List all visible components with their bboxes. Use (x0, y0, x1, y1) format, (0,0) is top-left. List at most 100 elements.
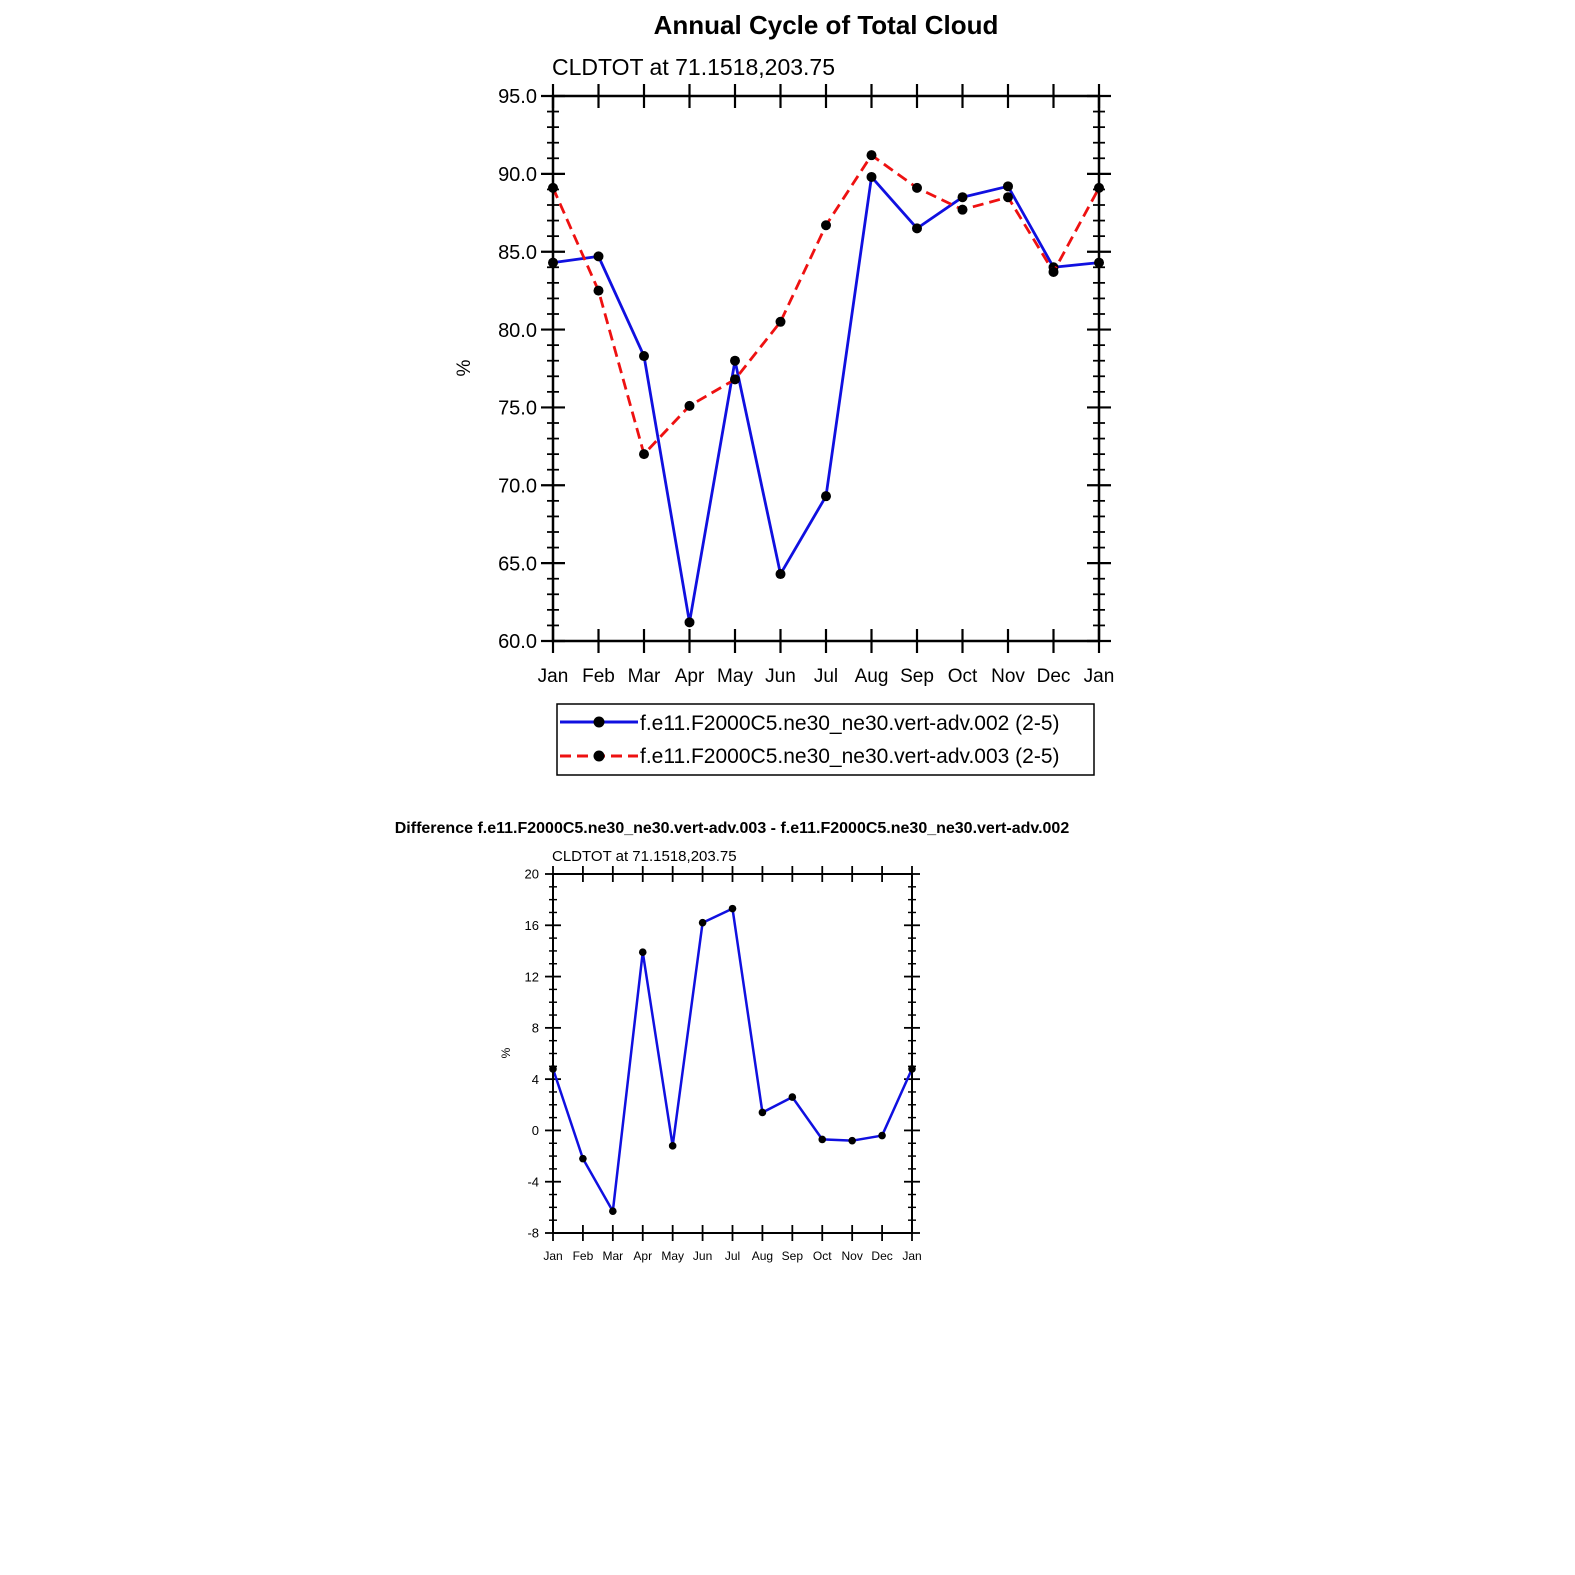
c1-xtick-label: Nov (991, 666, 1025, 687)
chart1: Annual Cycle of Total Cloud CLDTOT at 71… (454, 10, 1114, 687)
c1-series-2-point (730, 374, 740, 385)
chart2-ticks (545, 866, 920, 1241)
c1-xtick-label: Jan (538, 666, 569, 687)
c2-ytick-label: -8 (527, 1226, 539, 1241)
chart2-ylabel: % (499, 1047, 513, 1058)
c1-series-1-point (957, 192, 968, 203)
c2-xtick-label: Sep (782, 1249, 804, 1263)
c1-series-1-point (1003, 181, 1013, 192)
legend-label-series2: f.e11.F2000C5.ne30_ne30.vert-adv.003 (2-… (640, 745, 1060, 768)
c1-series-2-point (1003, 192, 1013, 203)
c2-ytick-label: 20 (525, 867, 539, 882)
c2-ytick-label: 0 (532, 1123, 539, 1138)
c1-series-1-point (866, 171, 877, 182)
c2-xtick-label: May (661, 1249, 684, 1263)
legend-marker-series1 (593, 716, 605, 728)
c2-ytick-label: -4 (527, 1174, 539, 1189)
chart2-title: Difference f.e11.F2000C5.ne30_ne30.vert-… (395, 820, 1070, 837)
c1-series-1-point (912, 223, 922, 234)
c1-xtick-label: Sep (900, 666, 934, 687)
c1-xtick-label: Feb (582, 666, 615, 687)
c2-xtick-label: Feb (573, 1249, 594, 1263)
c1-series-2-point (684, 400, 695, 411)
c2-xtick-label: Jan (543, 1249, 562, 1263)
c1-xtick-label: Mar (628, 666, 661, 687)
c1-xtick-label: Aug (855, 666, 889, 687)
legend-marker-series2 (593, 750, 605, 762)
c2-series-1-point (818, 1135, 827, 1144)
c2-xtick-label: Mar (602, 1249, 623, 1263)
c1-xtick-label: Jan (1084, 666, 1115, 687)
c2-ytick-label: 4 (532, 1072, 539, 1087)
c2-xtick-label: Oct (813, 1249, 832, 1263)
c2-series-1-point (878, 1131, 886, 1140)
c1-ytick-label: 70.0 (498, 475, 537, 497)
chart2-series (549, 904, 916, 1216)
c2-series-1-point (758, 1108, 767, 1117)
chart1-title: Annual Cycle of Total Cloud (654, 10, 999, 40)
c1-series-1-point (639, 351, 649, 362)
c2-series-1-point (788, 1093, 797, 1101)
chart2-subtitle: CLDTOT at 71.1518,203.75 (552, 848, 737, 865)
c2-series-1-point (728, 904, 737, 913)
chart1-plot-frame (551, 94, 1101, 643)
c1-xtick-label: Jul (814, 666, 838, 687)
chart2: Difference f.e11.F2000C5.ne30_ne30.vert-… (395, 820, 1070, 1263)
c2-series-1-point (698, 918, 707, 927)
c1-ytick-label: 95.0 (498, 86, 537, 108)
chart1-ticks (541, 84, 1111, 653)
c2-series-1-point (668, 1142, 677, 1150)
c1-series-1-point (684, 617, 695, 628)
c1-series-1-point (775, 569, 786, 580)
c1-ytick-label: 65.0 (498, 553, 537, 575)
c2-ytick-label: 12 (525, 969, 539, 984)
c1-series-1-point (821, 491, 831, 502)
chart2-xtick-labels: Jan Feb Mar Apr May Jun Jul Aug Sep Oct Nov Dec Jan (543, 1249, 921, 1263)
c2-xtick-label: Jul (725, 1249, 740, 1263)
c2-xtick-label: Jun (693, 1249, 712, 1263)
c1-ytick-label: 80.0 (498, 320, 537, 342)
c2-xtick-label: Jan (902, 1249, 921, 1263)
chart2-plot-frame (552, 873, 913, 1234)
c1-ytick-label: 90.0 (498, 164, 537, 186)
c1-ytick-label: 85.0 (498, 242, 537, 264)
legend-box (556, 703, 1095, 776)
chart1-legend: f.e11.F2000C5.ne30_ne30.vert-adv.002 (2-… (556, 703, 1095, 776)
c1-series-2-point (1048, 266, 1059, 277)
c2-series-1-point (638, 948, 647, 957)
c2-series-1-point (579, 1154, 587, 1163)
c2-series-line-1 (551, 907, 914, 1213)
chart1-subtitle: CLDTOT at 71.1518,203.75 (552, 54, 835, 80)
c1-series-2-point (821, 220, 831, 231)
c1-series-2-point (866, 150, 877, 161)
chart2-ytick-labels: -8 -4 0 4 8 12 16 20 (525, 867, 539, 1241)
c2-series-1-point (848, 1136, 856, 1145)
chart1-series (548, 150, 1104, 628)
c1-xtick-label: May (717, 666, 753, 687)
c1-series-1-point (730, 355, 740, 366)
chart1-xtick-labels: Jan Feb Mar Apr May Jun Jul Aug Sep Oct Nov Dec Jan (538, 666, 1115, 687)
c2-ytick-label: 16 (525, 918, 539, 933)
c1-xtick-label: Oct (948, 666, 978, 687)
c1-series-line-1 (552, 175, 1100, 624)
c2-xtick-label: Apr (633, 1249, 652, 1263)
c2-xtick-label: Dec (871, 1249, 892, 1263)
c1-series-1-point (593, 251, 604, 262)
c1-series-2-point (593, 285, 604, 296)
c2-xtick-label: Nov (841, 1249, 862, 1263)
chart1-ytick-labels: 60.0 65.0 70.0 75.0 80.0 85.0 90.0 95.0 (498, 86, 537, 653)
c1-series-2-point (639, 449, 649, 460)
c1-xtick-label: Dec (1037, 666, 1071, 687)
c1-ytick-label: 75.0 (498, 398, 537, 420)
c2-xtick-label: Aug (752, 1249, 773, 1263)
c1-ytick-label: 60.0 (498, 631, 537, 653)
c1-series-2-point (775, 316, 786, 327)
c1-xtick-label: Jun (765, 666, 796, 687)
legend-label-series1: f.e11.F2000C5.ne30_ne30.vert-adv.002 (2-… (640, 712, 1060, 735)
c1-series-2-point (957, 204, 968, 215)
c2-ytick-label: 8 (532, 1021, 539, 1036)
chart1-ylabel: % (454, 359, 475, 376)
c1-series-2-point (912, 182, 922, 193)
c2-series-1-point (609, 1207, 617, 1216)
